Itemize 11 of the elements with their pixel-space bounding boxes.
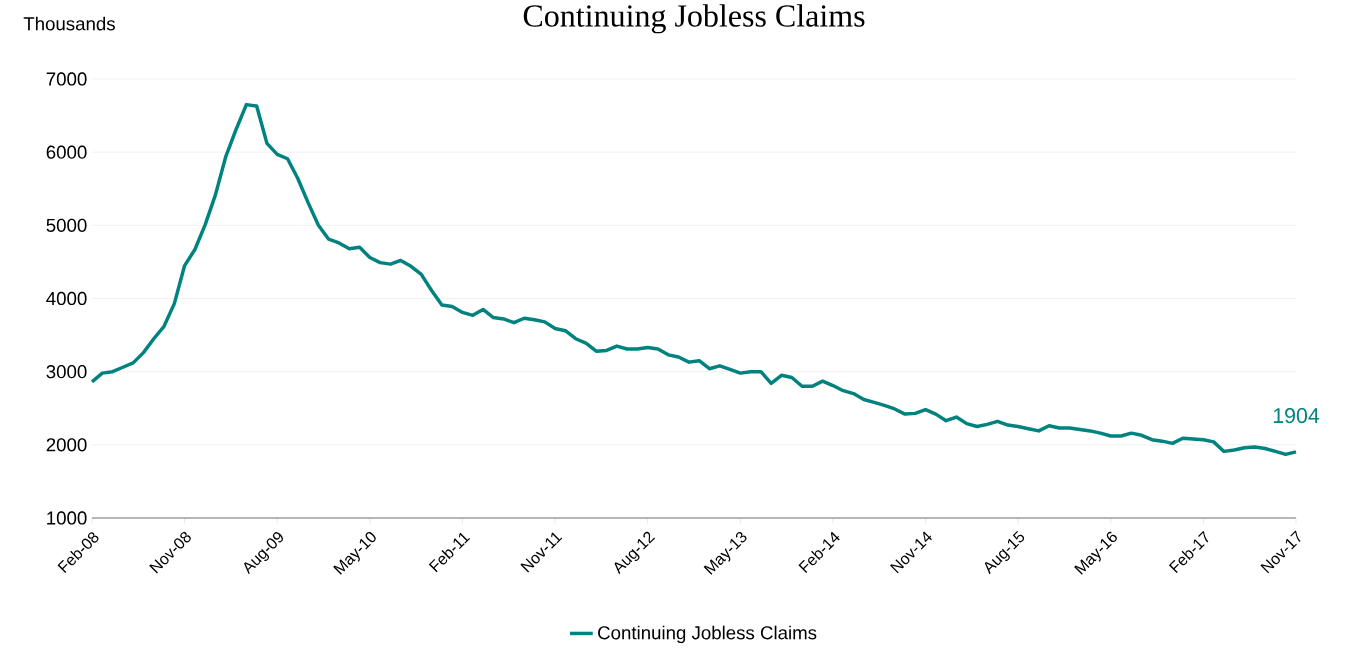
y-axis-title: Thousands	[23, 16, 115, 31]
y-tick-label: 2000	[46, 438, 87, 452]
y-tick-label: 3000	[46, 365, 87, 379]
y-tick-label: 5000	[46, 218, 87, 232]
y-tick-label: 6000	[46, 145, 87, 159]
chart-title: Continuing Jobless Claims	[523, 4, 865, 34]
y-tick-label: 7000	[46, 72, 87, 86]
y-tick-label: 4000	[46, 291, 87, 306]
legend-label: Continuing Jobless Claims	[598, 625, 817, 644]
y-tick-label: 1000	[47, 511, 87, 525]
annotation: 1904	[1273, 408, 1320, 424]
